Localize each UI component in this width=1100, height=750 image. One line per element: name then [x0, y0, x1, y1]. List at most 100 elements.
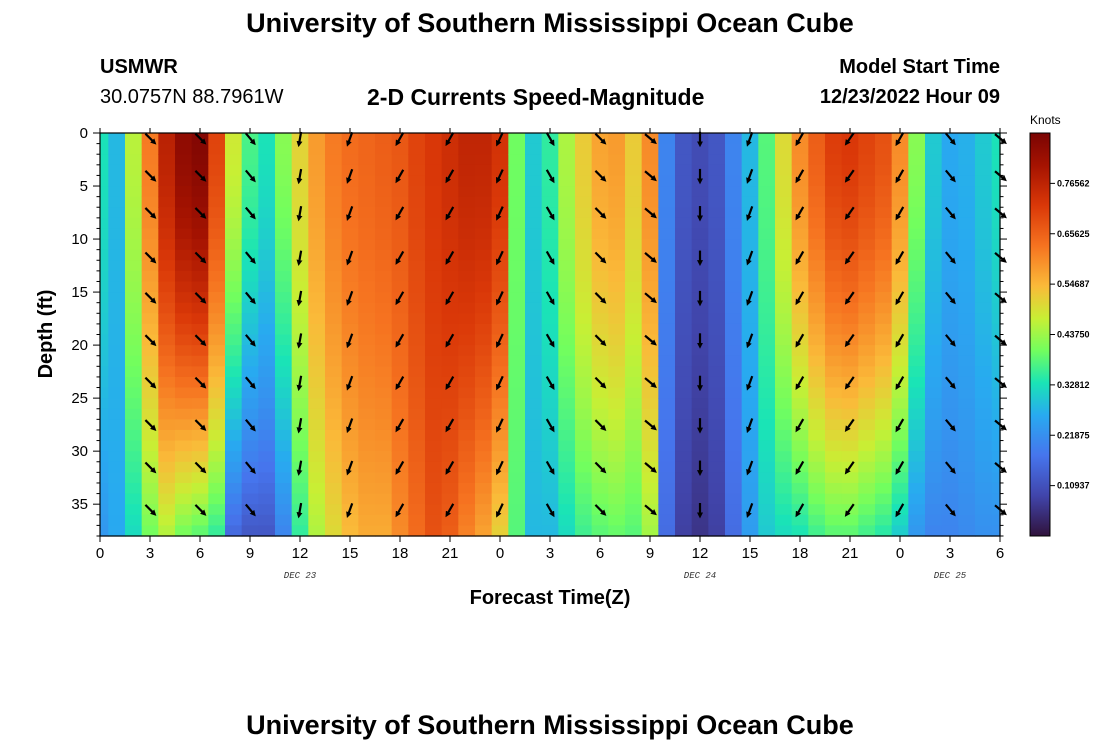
heatmap-cell — [508, 292, 526, 304]
heatmap-cell — [225, 345, 243, 357]
current-arrow — [944, 418, 956, 432]
heatmap-cell — [591, 260, 609, 272]
heatmap-cell — [558, 366, 576, 378]
heatmap-cell — [758, 260, 776, 272]
heatmap-cell — [775, 514, 793, 526]
heatmap-cell — [441, 493, 459, 505]
current-arrow — [644, 504, 657, 516]
heatmap-cell — [791, 387, 809, 399]
heatmap-cell — [358, 281, 376, 293]
heatmap-cell — [575, 249, 593, 261]
heatmap-cell — [275, 175, 293, 187]
heatmap-cell — [708, 366, 726, 378]
current-arrow — [346, 250, 354, 266]
heatmap-cell — [325, 154, 343, 166]
heatmap-cell — [241, 143, 259, 155]
current-arrow — [644, 462, 657, 473]
heatmap-cell — [941, 196, 959, 208]
heatmap-cell — [658, 504, 676, 516]
heatmap-cell — [825, 387, 843, 399]
heatmap-cell — [725, 239, 743, 251]
heatmap-cell — [975, 398, 993, 410]
heatmap-cell — [458, 419, 476, 431]
current-arrow — [395, 291, 405, 306]
heatmap-cell — [925, 525, 943, 537]
heatmap-cell — [258, 260, 276, 272]
heatmap-cell — [758, 387, 776, 399]
heatmap-cell — [608, 355, 626, 367]
heatmap-cell — [958, 175, 976, 187]
heatmap-cell — [558, 175, 576, 187]
heatmap-cell — [141, 302, 159, 314]
heatmap-cell — [991, 376, 1001, 389]
heatmap-cell — [641, 493, 659, 505]
heatmap-cell — [725, 292, 743, 304]
heatmap-cell — [841, 355, 859, 367]
heatmap-cell — [241, 345, 259, 357]
heatmap-cell — [325, 270, 343, 283]
heatmap-cell — [108, 493, 126, 505]
heatmap-cell — [825, 196, 843, 208]
heatmap-cell — [691, 440, 709, 452]
current-arrow — [746, 168, 754, 184]
heatmap-cell — [308, 186, 326, 198]
heatmap-cell — [891, 482, 909, 495]
heatmap-cell — [158, 482, 176, 495]
heatmap-cell — [108, 249, 126, 261]
current-arrow — [194, 504, 207, 516]
heatmap-cell — [441, 196, 459, 208]
heatmap-cell — [408, 514, 426, 526]
heatmap-cell — [525, 133, 543, 145]
heatmap-cell — [775, 302, 793, 314]
heatmap-cell — [375, 408, 393, 420]
heatmap-cell — [975, 366, 993, 378]
heatmap-cell — [775, 461, 793, 473]
heatmap-cell — [825, 323, 843, 336]
heatmap-cell — [258, 408, 276, 420]
heatmap-cell — [725, 493, 743, 505]
heatmap-cell — [641, 345, 659, 357]
heatmap-cell — [991, 281, 1001, 293]
heatmap-cell — [491, 143, 509, 155]
heatmap-cell — [775, 217, 793, 230]
heatmap-cell — [691, 345, 709, 357]
heatmap-cell — [925, 228, 943, 240]
heatmap-cell — [341, 154, 359, 166]
heatmap-cell — [325, 175, 343, 187]
heatmap-cell — [658, 323, 676, 336]
heatmap-cell — [908, 228, 926, 240]
heatmap-cell — [191, 270, 209, 283]
heatmap-cell — [858, 504, 876, 516]
heatmap-cell — [425, 419, 443, 431]
heatmap-cell — [125, 525, 143, 537]
heatmap-cell — [875, 249, 893, 261]
heatmap-cell — [375, 472, 393, 484]
heatmap-cell — [558, 355, 576, 367]
heatmap-cell — [141, 514, 159, 526]
heatmap-cell — [100, 249, 109, 261]
current-arrow — [244, 461, 256, 474]
heatmap-cell — [191, 196, 209, 208]
heatmap-cell — [991, 196, 1001, 208]
heatmap-cell — [275, 482, 293, 495]
heatmap-cell — [891, 451, 909, 463]
heatmap-cell — [741, 239, 759, 251]
heatmap-cell — [191, 302, 209, 314]
heatmap-cell — [525, 270, 543, 283]
heatmap-cell — [925, 154, 943, 166]
heatmap-cell — [458, 376, 476, 389]
heatmap-cell — [841, 345, 859, 357]
heatmap-cell — [991, 164, 1001, 177]
current-arrow — [144, 251, 157, 264]
heatmap-cell — [958, 345, 976, 357]
current-arrow — [844, 503, 855, 517]
heatmap-cell — [591, 408, 609, 420]
heatmap-cell — [908, 302, 926, 314]
heatmap-cell — [841, 164, 859, 177]
heatmap-cell — [975, 217, 993, 230]
heatmap-cell — [125, 249, 143, 261]
current-arrow — [445, 333, 455, 348]
heatmap-cell — [675, 482, 693, 495]
heatmap-cell — [408, 366, 426, 378]
colorbar-tick-label: 0.54687 — [1057, 279, 1090, 289]
